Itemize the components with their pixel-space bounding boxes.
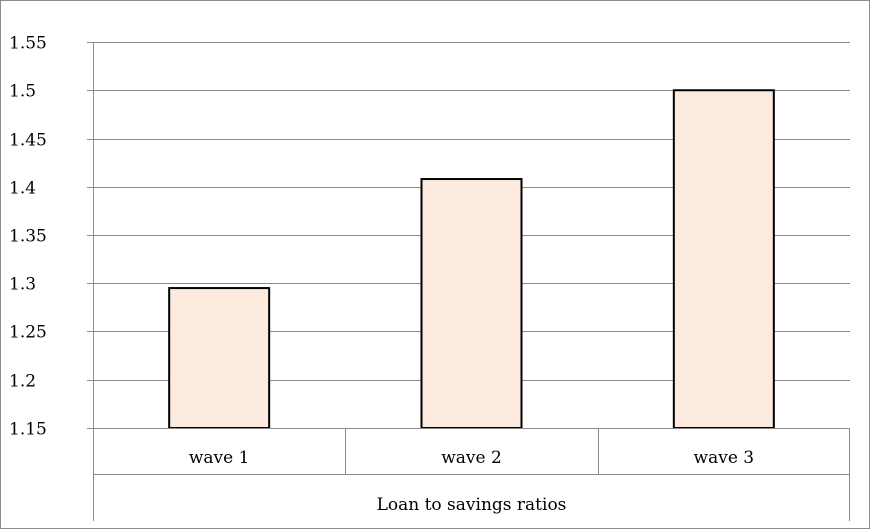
bars: [168, 89, 775, 430]
y-tick-label: 1.35: [9, 227, 47, 247]
y-tick-label: 1.3: [9, 275, 36, 295]
y-tick-label: 1.45: [9, 131, 47, 151]
y-tick-label: 1.5: [9, 82, 36, 102]
y-tick-label: 1.2: [9, 372, 36, 392]
axes: [93, 42, 850, 521]
y-tick-label: 1.55: [9, 34, 47, 54]
y-tick-label: 1.15: [9, 420, 47, 440]
y-axis-tick-labels: 1.55 1.5 1.45 1.4 1.35 1.3 1.25 1.2 1.15: [9, 34, 47, 440]
y-tick-label: 1.4: [9, 179, 36, 199]
y-tick-label: 1.25: [9, 323, 47, 343]
x-category-label: wave 2: [441, 448, 502, 468]
x-axis-category-labels: wave 1 wave 2 wave 3: [189, 448, 754, 468]
bar: [168, 287, 271, 430]
bar: [672, 89, 775, 429]
x-axis-group-label: Loan to savings ratios: [377, 495, 567, 515]
x-category-label: wave 3: [694, 448, 755, 468]
bar: [420, 178, 523, 429]
x-category-label: wave 1: [189, 448, 250, 468]
